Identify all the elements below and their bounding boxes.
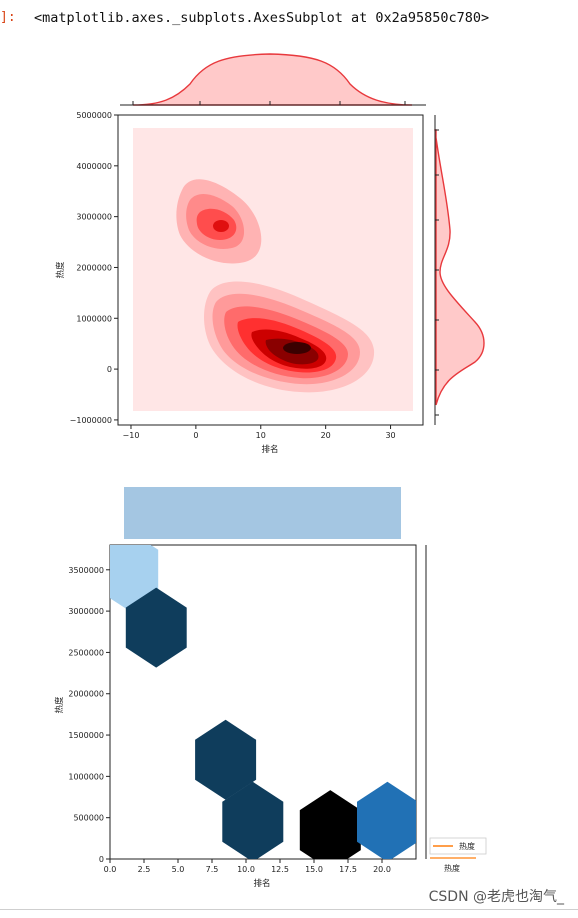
hexbin-ytick-label: 500000 (73, 814, 104, 823)
hexbin-xtick-label: 17.5 (339, 865, 357, 874)
kde-xtick-label: 20 (321, 431, 331, 440)
hexbin-ytick-label: 2000000 (68, 690, 104, 699)
hexbin-jointplot: 0.0 2.5 5.0 7.5 10.0 12.5 15.0 17.5 20.0 0 500000 1… (54, 487, 487, 889)
kde-ytick-label: 0 (107, 365, 112, 374)
hexbin-legend: 热度 (429, 837, 487, 855)
hexbin-xtick-label: 2.5 (138, 865, 151, 874)
kde-xtick-label: 10 (256, 431, 266, 440)
kde-ytick-label: 3000000 (76, 213, 112, 222)
kde-ytick-label: 5000000 (76, 111, 112, 120)
hexbin-cell (357, 781, 416, 859)
kde-xtick-label: 30 (385, 431, 395, 440)
kde-ylabel: 热度 (55, 261, 66, 279)
hexbin-cell (299, 790, 361, 859)
hexbin-ytick-label: 0 (99, 855, 104, 864)
hexbin-xlabel: 排名 (253, 878, 270, 889)
kde-xtick-label: −10 (123, 431, 140, 440)
hexbin-cell (125, 587, 187, 668)
kde-jointplot: −10 0 10 20 30 −1000000 0 1000000 2000000 3000000… (55, 53, 485, 455)
hexbin-xtick-label: 7.5 (206, 865, 219, 874)
watermark-text: CSDN @老虎也淘气_ (428, 889, 564, 905)
bottom-rule (0, 909, 578, 910)
kde-top-marginal-area (132, 53, 413, 106)
kde-right-marginal-area (434, 129, 485, 406)
hexbin-cell (195, 719, 257, 800)
hexbin-cells (110, 545, 416, 859)
hexbin-cell (110, 545, 159, 610)
hexbin-ytick-label: 3500000 (68, 566, 104, 575)
kde-ticks: −10 0 10 20 30 −1000000 0 1000000 2000000 3000000… (70, 101, 439, 440)
kde-ytick-label: 2000000 (76, 263, 112, 272)
hexbin-cell (222, 781, 284, 859)
hexbin-ytick-label: 1000000 (68, 772, 104, 781)
hexbin-top-marginal-bar (124, 487, 401, 539)
kde-xlabel: 排名 (261, 444, 278, 455)
hexbin-ytick-label: 1500000 (68, 731, 104, 740)
kde-density-blob-lower (204, 281, 375, 393)
hexbin-ytick-label: 2500000 (68, 648, 104, 657)
kde-ytick-label: −1000000 (70, 416, 112, 425)
right-marginal-label: 热度 (444, 863, 460, 873)
hexbin-xtick-label: 10.0 (237, 865, 255, 874)
kde-ytick-label: 4000000 (76, 162, 112, 171)
hexbin-ticks: 0.0 2.5 5.0 7.5 10.0 12.5 15.0 17.5 20.0 0 500000 1… (68, 566, 391, 874)
legend-frame (429, 837, 487, 855)
hexbin-xtick-label: 15.0 (305, 865, 323, 874)
hexbin-ytick-label: 3000000 (68, 607, 104, 616)
hexbin-xtick-label: 12.5 (271, 865, 289, 874)
legend-entry-label: 热度 (459, 841, 475, 851)
cell-prompt: ]: (0, 10, 16, 25)
hexbin-ylabel: 热度 (54, 696, 65, 714)
hexbin-xtick-label: 0.0 (104, 865, 117, 874)
kde-xtick-label: 0 (193, 431, 198, 440)
cell-output-text: <matplotlib.axes._subplots.AxesSubplot a… (34, 10, 490, 26)
kde-ytick-label: 1000000 (76, 314, 112, 323)
hexbin-xtick-label: 20.0 (373, 865, 391, 874)
hexbin-xtick-label: 5.0 (172, 865, 185, 874)
kde-density-blob-upper (176, 179, 262, 264)
